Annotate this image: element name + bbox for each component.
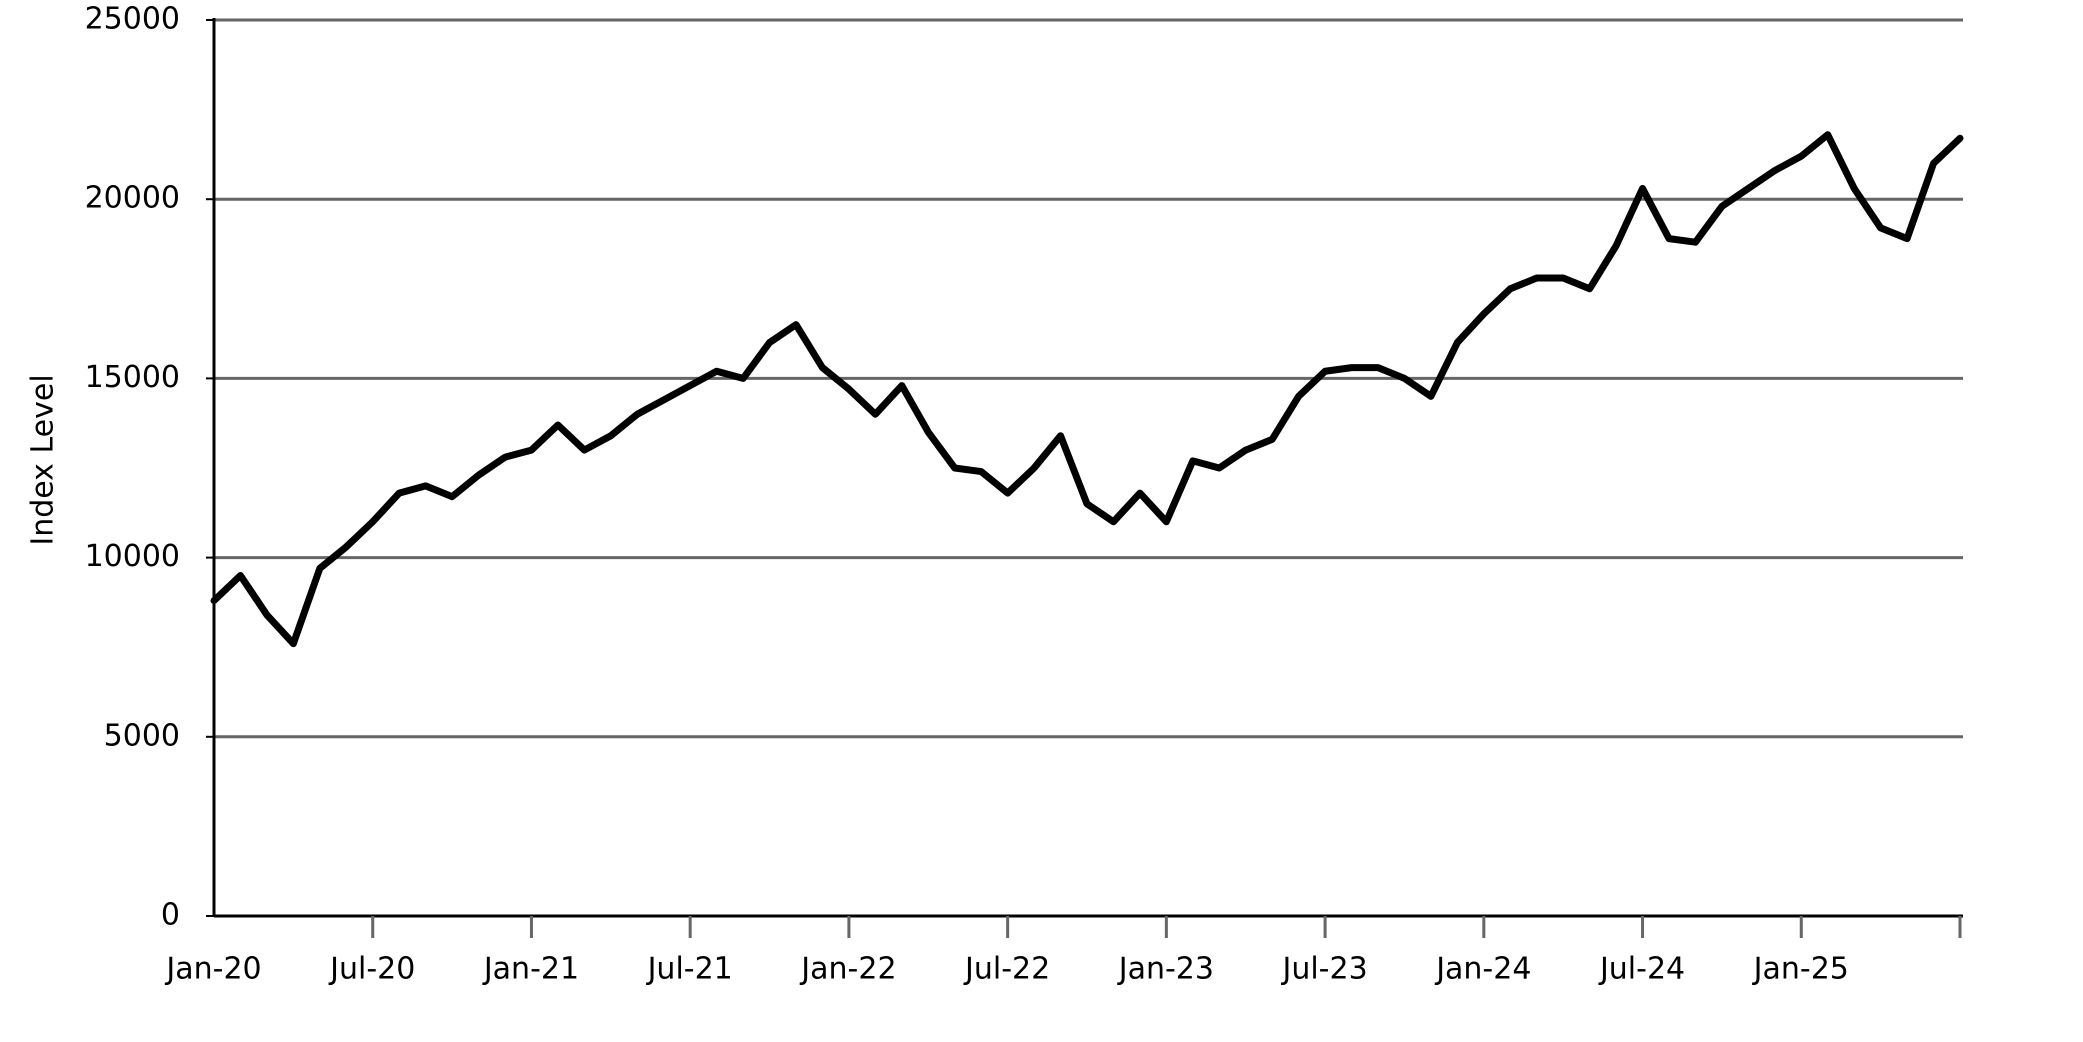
x-tick-label: Jul-20: [328, 952, 415, 987]
x-tick-label: Jan-21: [482, 952, 579, 987]
y-tick-label: 10000: [85, 539, 180, 574]
x-tick-label: Jan-23: [1117, 952, 1214, 987]
x-tick-label: Jan-20: [164, 952, 261, 987]
y-tick-label: 20000: [85, 181, 180, 216]
x-tick-label: Jul-22: [963, 952, 1050, 987]
x-tick-label: Jan-22: [799, 952, 896, 987]
y-tick-label: 0: [161, 898, 180, 933]
y-axis-label: Index Level: [26, 374, 61, 545]
x-tick-label: Jan-25: [1752, 952, 1849, 987]
x-tick-label: Jan-24: [1434, 952, 1531, 987]
data-line: [210, 131, 1964, 648]
y-tick-label: 25000: [85, 2, 180, 37]
x-tick-label: Jul-21: [646, 952, 733, 987]
x-tick-label: Jul-24: [1598, 952, 1685, 987]
x-tick-label: Jul-23: [1280, 952, 1367, 987]
y-tick-label: 15000: [85, 360, 180, 395]
y-tick-label: 5000: [104, 718, 180, 753]
